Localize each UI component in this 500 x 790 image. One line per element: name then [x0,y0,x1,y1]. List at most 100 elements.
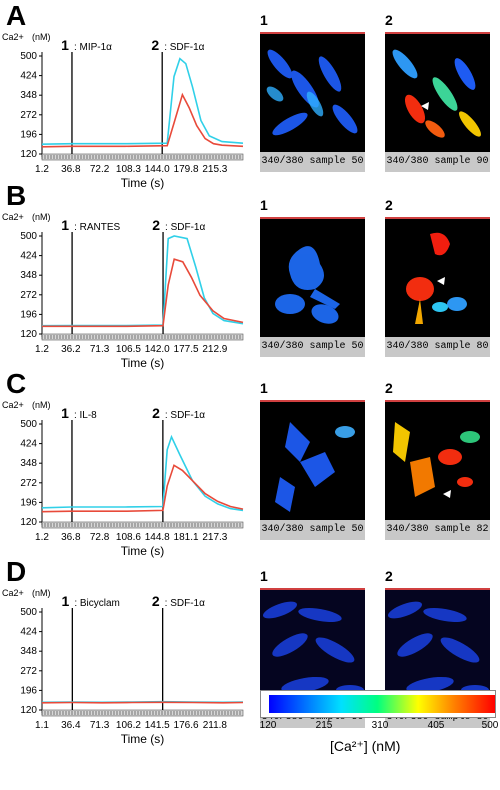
chart-svg: Ca2+ (nM) 120 196 272 348 424 500 1.1 36.4 71.3 106… [2,588,244,746]
x-tick-label: 71.3 [90,720,110,731]
y-tick-label: 500 [20,231,37,242]
fluorescence-image [260,400,365,522]
x-tick-label: 72.2 [90,164,110,175]
x-tick-label: 36.2 [61,344,81,355]
x-tick-label: 179.8 [174,164,199,175]
calcium-trace-plot: Ca2+ (nM) 120 196 272 348 424 500 1.2 36.8 72.8 108… [0,372,250,562]
x-tick-label: 217.3 [202,532,227,543]
y-tick-label: 272 [20,478,37,489]
x-tick-label: 106.2 [116,720,141,731]
x-axis-label: Time (s) [121,732,165,746]
event-number: 1 [61,37,69,53]
series-line [41,92,244,148]
image-frame-1: 1 340/380 sample 50 [260,197,365,357]
arrowhead-icon [443,490,451,498]
panel-letter: D [6,556,27,587]
event-label: : IL-8 [74,410,97,421]
y-tick-label: 500 [20,607,37,618]
event-number: 1 [61,405,69,421]
y-axis-unit: (nM) [32,212,51,222]
x-tick-label: 72.8 [90,532,110,543]
x-tick-label: 108.3 [116,164,141,175]
arrowhead-icon [421,102,429,110]
event-number: 1 [61,217,69,233]
event-label: : RANTES [74,222,120,233]
image-number: 1 [260,197,268,213]
series-line [41,57,244,145]
y-tick-label: 196 [20,309,37,320]
event-label: : SDF-1α [165,222,205,233]
image-frame-2: 2 340/380 sample 90 [385,12,490,172]
y-tick-label: 500 [20,51,37,62]
event-label: : SDF-1α [165,598,205,609]
panel-letter: A [6,0,27,31]
image-number: 2 [385,197,393,213]
y-tick-label: 424 [20,251,37,262]
cells-graphic [266,49,358,136]
cells-graphic [262,601,364,695]
calcium-trace-plot: Ca2+ (nM) 120 196 272 348 424 500 1.1 36.4 71.3 106… [0,560,250,750]
y-tick-label: 196 [20,685,37,696]
y-tick-label: 196 [20,497,37,508]
image-caption: 340/380 sample 50 [260,337,365,357]
x-tick-label: 71.3 [90,344,110,355]
image-number: 1 [260,568,268,584]
fluorescence-image [260,588,365,710]
event-number: 2 [152,217,160,233]
chart-svg: Ca2+ (nM) 120 196 272 348 424 500 1.2 36.2 71.3 106… [2,212,244,370]
fluorescence-image [260,32,365,154]
panel-a: A Ca2+ (nM) 120 196 272 348 424 500 1.2 36.8 72.2 1… [0,0,500,194]
x-tick-label: 36.8 [61,532,81,543]
x-tick-label: 142.0 [145,344,170,355]
y-axis-unit: (nM) [32,32,51,42]
panel-letter: C [6,368,27,399]
y-tick-label: 348 [20,646,37,657]
y-tick-label: 348 [20,458,37,469]
x-tick-label: 177.5 [174,344,199,355]
image-number: 2 [385,568,393,584]
y-tick-label: 348 [20,270,37,281]
y-axis-variable: Ca2+ [2,588,24,598]
y-tick-label: 272 [20,666,37,677]
cells-graphic [406,232,467,324]
colorbar-tick: 310 [371,720,389,731]
arrowhead-icon [437,277,445,285]
x-tick-label: 106.5 [116,344,141,355]
image-number: 2 [385,380,393,396]
y-tick-label: 120 [20,329,37,340]
x-tick-label: 144.0 [145,164,170,175]
panel-d: D Ca2+ (nM) 120 196 272 348 424 500 1.1 36.4 71.3 1… [0,556,500,750]
colorbar-label: [Ca²⁺] (nM) [330,738,401,754]
y-tick-label: 424 [20,627,37,638]
y-tick-label: 196 [20,129,37,140]
colorbar-gradient [269,695,495,713]
event-label: : Bicyclam [74,598,120,609]
chart-svg: Ca2+ (nM) 120 196 272 348 424 500 1.2 36.8 72.2 108… [2,32,244,190]
y-axis-unit: (nM) [32,400,51,410]
image-frame-2: 2 340/380 sample 80 [385,568,490,728]
x-tick-label: 211.8 [203,720,228,731]
fluorescence-image [385,217,490,339]
fluorescence-image [385,32,490,154]
series-line [41,434,244,512]
colorbar-tick: 215 [315,720,333,731]
image-caption: 340/380 sample 90 [385,152,490,172]
cells-graphic [393,422,480,498]
y-tick-label: 120 [20,517,37,528]
image-frame-2: 2 340/380 sample 80 [385,197,490,357]
colorbar-tick: 405 [427,720,445,731]
event-label: : MIP-1α [74,42,112,53]
cells-graphic [275,422,355,512]
x-tick-label: 215.3 [202,164,227,175]
x-axis-label: Time (s) [121,176,165,190]
y-tick-label: 348 [20,90,37,101]
calcium-trace-plot: Ca2+ (nM) 120 196 272 348 424 500 1.2 36.2 71.3 106… [0,184,250,374]
image-frame-1: 1 340/380 sample 50 [260,12,365,172]
image-number: 2 [385,12,393,28]
event-number: 1 [62,593,70,609]
y-axis-variable: Ca2+ [2,212,24,222]
event-label: : SDF-1α [164,42,204,53]
x-tick-label: 144.8 [145,532,170,543]
x-tick-label: 36.4 [61,720,81,731]
event-number: 2 [152,405,160,421]
